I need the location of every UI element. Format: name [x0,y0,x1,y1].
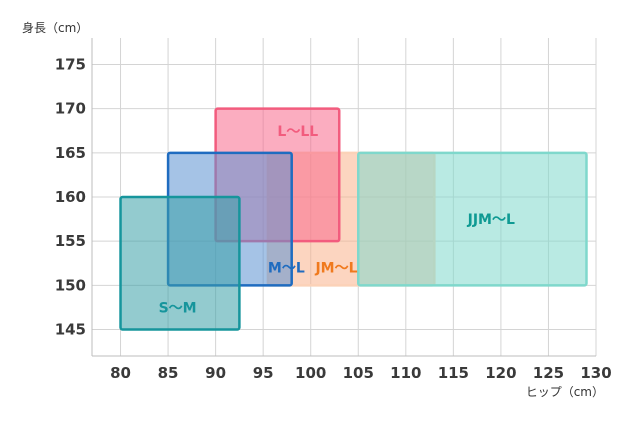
size-region-label: L〜LL [277,124,318,140]
x-tick-label: 125 [533,364,564,382]
y-tick-label: 150 [55,276,86,294]
size-region-label: M〜L [268,261,305,277]
x-tick-label: 115 [438,364,469,382]
size-regions [119,107,588,331]
y-tick-label: 160 [55,188,86,206]
size-region-label: JM〜L [314,261,357,277]
size-region-label: S〜M [159,300,197,316]
size-region-label: JJM〜L [467,212,515,228]
x-tick-label: 85 [158,364,179,382]
size-region-4 [119,195,241,331]
x-tick-label: 110 [390,364,421,382]
x-axis-label: ヒップ（cm） [526,385,604,399]
y-tick-label: 170 [55,100,86,118]
y-tick-label: 145 [55,321,86,339]
y-tick-label: 165 [55,144,86,162]
x-tick-label: 95 [253,364,274,382]
x-tick-label: 80 [110,364,131,382]
x-tick-label: 100 [295,364,326,382]
x-tick-labels: 80 85 90 95 100 105 110 115 120 125 130 [110,364,612,382]
x-tick-label: 130 [580,364,611,382]
size-region-1 [357,151,588,287]
x-tick-label: 120 [485,364,516,382]
y-tick-labels: 145 150 155 160 165 170 175 [55,56,86,339]
size-labels: JM〜L JJM〜L L〜LL M〜L S〜M [159,124,515,317]
x-tick-label: 90 [205,364,226,382]
x-tick-label: 105 [343,364,374,382]
y-axis-label: 身長（cm） [22,20,88,35]
y-tick-label: 155 [55,232,86,250]
y-tick-label: 175 [55,56,86,74]
